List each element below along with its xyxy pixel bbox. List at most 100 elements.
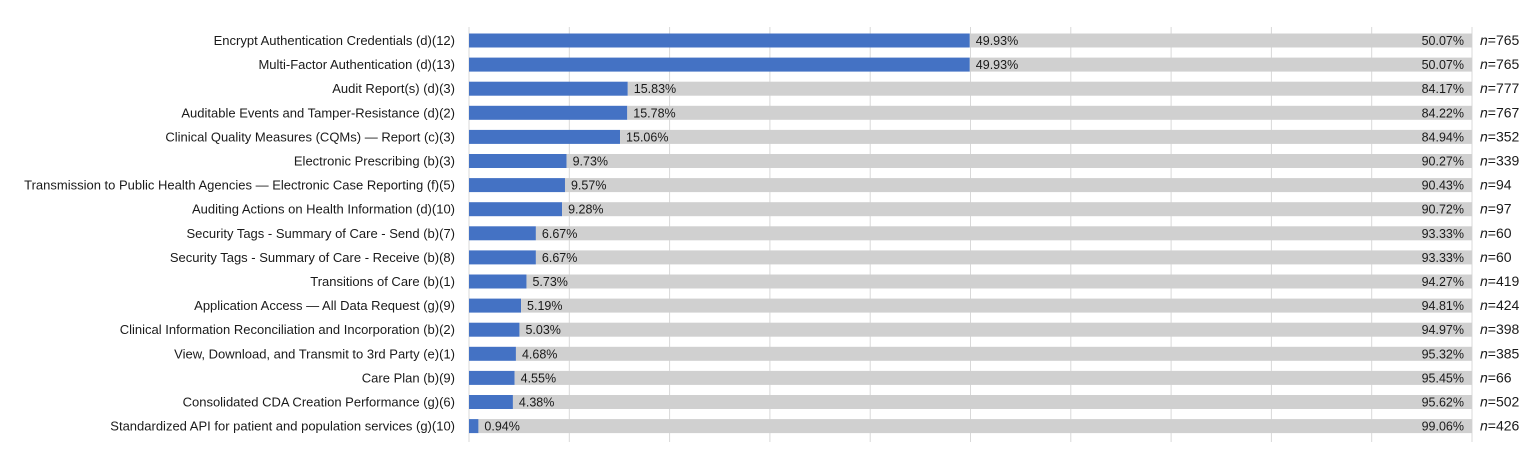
- bar-segment-gray: [526, 274, 1472, 289]
- data-label-blue: 5.19%: [527, 299, 562, 313]
- sample-size-value: =765: [1488, 56, 1520, 72]
- sample-size-value: =352: [1488, 128, 1520, 144]
- sample-size-value: =385: [1488, 345, 1520, 361]
- sample-size-prefix: n: [1480, 345, 1488, 361]
- bar-segment-gray: [564, 178, 1472, 193]
- sample-size-value: =60: [1488, 249, 1512, 265]
- bar-segment-gray: [620, 129, 1472, 144]
- sample-size-value: =419: [1488, 273, 1520, 289]
- bar-segment-blue: [469, 202, 563, 217]
- data-label-blue: 6.67%: [542, 227, 577, 241]
- data-label-gray: 90.43%: [1422, 179, 1464, 193]
- bar-segment-gray: [535, 226, 1472, 241]
- bar-segment-blue: [469, 57, 970, 72]
- category-label: Care Plan (b)(9): [362, 370, 455, 385]
- data-label-gray: 90.27%: [1422, 155, 1464, 169]
- bar-segment-gray: [969, 57, 1472, 72]
- sample-size-label: n=385: [1480, 345, 1520, 361]
- data-label-gray: 50.07%: [1422, 34, 1464, 48]
- data-label-gray: 93.33%: [1422, 227, 1464, 241]
- data-label-gray: 95.32%: [1422, 347, 1464, 361]
- sample-size-prefix: n: [1480, 104, 1488, 120]
- sample-size-prefix: n: [1480, 418, 1488, 434]
- sample-size-prefix: n: [1480, 321, 1488, 337]
- sample-size-prefix: n: [1480, 32, 1488, 48]
- sample-size-prefix: n: [1480, 56, 1488, 72]
- data-label-blue: 9.57%: [571, 179, 606, 193]
- sample-size-prefix: n: [1480, 394, 1488, 410]
- bar-segment-blue: [469, 346, 516, 361]
- bar-segment-gray: [519, 322, 1472, 337]
- category-label: Security Tags - Summary of Care - Send (…: [186, 226, 455, 241]
- sample-size-label: n=94: [1480, 177, 1512, 193]
- data-label-blue: 0.94%: [484, 420, 519, 434]
- data-label-gray: 50.07%: [1422, 58, 1464, 72]
- category-label: Auditing Actions on Health Information (…: [192, 202, 455, 217]
- bar-segment-gray: [969, 33, 1472, 48]
- category-label: Auditable Events and Tamper-Resistance (…: [181, 105, 455, 120]
- bar-segment-gray: [521, 298, 1472, 313]
- category-label: Multi-Factor Authentication (d)(13): [258, 57, 455, 72]
- data-label-gray: 84.94%: [1422, 130, 1464, 144]
- data-label-blue: 4.38%: [519, 396, 554, 410]
- bar-segment-gray: [514, 370, 1472, 385]
- data-label-blue: 4.68%: [522, 347, 557, 361]
- data-label-gray: 95.62%: [1422, 396, 1464, 410]
- data-label-gray: 99.06%: [1422, 420, 1464, 434]
- bar-segment-blue: [469, 81, 628, 96]
- data-label-blue: 6.67%: [542, 251, 577, 265]
- sample-size-value: =426: [1488, 418, 1520, 434]
- bar-segment-gray: [627, 81, 1472, 96]
- sample-size-value: =765: [1488, 32, 1520, 48]
- sample-size-label: n=426: [1480, 418, 1520, 434]
- bar-segment-blue: [469, 105, 628, 120]
- sample-size-label: n=339: [1480, 153, 1520, 169]
- sample-size-prefix: n: [1480, 80, 1488, 96]
- category-label: Encrypt Authentication Credentials (d)(1…: [214, 33, 455, 48]
- sample-size-value: =398: [1488, 321, 1520, 337]
- bar-segment-blue: [469, 178, 565, 193]
- bar-segment-gray: [478, 419, 1472, 434]
- sample-size-prefix: n: [1480, 249, 1488, 265]
- bar-segment-gray: [627, 105, 1472, 120]
- sample-size-prefix: n: [1480, 153, 1488, 169]
- category-label: Standardized API for patient and populat…: [110, 419, 455, 434]
- data-label-blue: 15.06%: [626, 130, 668, 144]
- sample-size-prefix: n: [1480, 177, 1488, 193]
- bar-segment-blue: [469, 226, 536, 241]
- data-label-gray: 94.81%: [1422, 299, 1464, 313]
- sample-size-label: n=60: [1480, 249, 1512, 265]
- sample-size-prefix: n: [1480, 297, 1488, 313]
- sample-size-label: n=765: [1480, 32, 1520, 48]
- sample-size-label: n=66: [1480, 369, 1512, 385]
- category-label: Consolidated CDA Creation Performance (g…: [183, 395, 455, 410]
- sample-size-prefix: n: [1480, 225, 1488, 241]
- category-label: View, Download, and Transmit to 3rd Part…: [174, 346, 455, 361]
- sample-size-label: n=765: [1480, 56, 1520, 72]
- sample-size-value: =97: [1488, 201, 1512, 217]
- category-label: Clinical Quality Measures (CQMs) — Repor…: [165, 129, 455, 144]
- sample-size-value: =339: [1488, 153, 1520, 169]
- category-label: Transitions of Care (b)(1): [310, 274, 455, 289]
- sample-size-label: n=424: [1480, 297, 1520, 313]
- sample-size-prefix: n: [1480, 369, 1488, 385]
- data-label-blue: 5.73%: [532, 275, 567, 289]
- data-label-gray: 90.72%: [1422, 203, 1464, 217]
- data-label-gray: 95.45%: [1422, 371, 1464, 385]
- sample-size-label: n=398: [1480, 321, 1520, 337]
- data-label-gray: 94.27%: [1422, 275, 1464, 289]
- category-label: Electronic Prescribing (b)(3): [294, 154, 455, 169]
- bar-segment-gray: [562, 202, 1472, 217]
- bar-segment-gray: [512, 395, 1472, 409]
- bar-segment-blue: [469, 250, 536, 265]
- data-label-gray: 84.22%: [1422, 106, 1464, 120]
- bar-segment-gray: [515, 346, 1472, 361]
- sample-size-prefix: n: [1480, 128, 1488, 144]
- sample-size-label: n=97: [1480, 201, 1512, 217]
- bar-segment-blue: [469, 370, 515, 385]
- sample-size-value: =502: [1488, 394, 1520, 410]
- data-label-blue: 4.55%: [521, 371, 556, 385]
- sample-size-value: =94: [1488, 177, 1512, 193]
